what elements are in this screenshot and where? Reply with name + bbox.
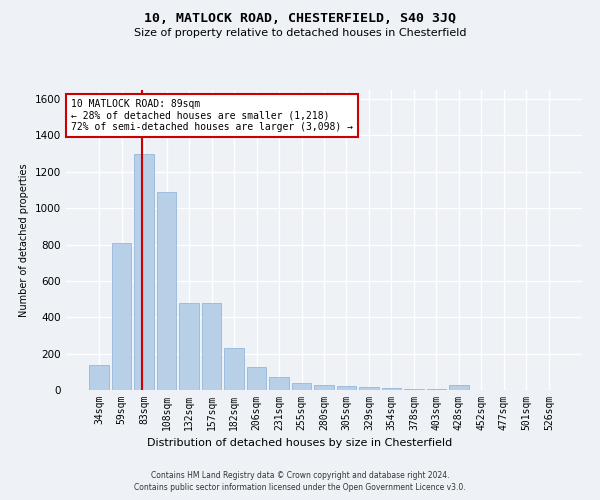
Bar [112, 242, 131, 390]
Bar [382, 388, 401, 390]
Bar [404, 389, 424, 390]
Bar [202, 302, 221, 390]
Bar [292, 382, 311, 390]
Text: Size of property relative to detached houses in Chesterfield: Size of property relative to detached ho… [134, 28, 466, 38]
Text: 10, MATLOCK ROAD, CHESTERFIELD, S40 3JQ: 10, MATLOCK ROAD, CHESTERFIELD, S40 3JQ [144, 12, 456, 26]
Bar [427, 389, 446, 390]
Text: Distribution of detached houses by size in Chesterfield: Distribution of detached houses by size … [148, 438, 452, 448]
Text: Contains public sector information licensed under the Open Government Licence v3: Contains public sector information licen… [134, 484, 466, 492]
Bar [224, 348, 244, 390]
Bar [89, 364, 109, 390]
Bar [269, 378, 289, 390]
Text: 10 MATLOCK ROAD: 89sqm
← 28% of detached houses are smaller (1,218)
72% of semi-: 10 MATLOCK ROAD: 89sqm ← 28% of detached… [71, 99, 353, 132]
Bar [359, 388, 379, 390]
Bar [337, 386, 356, 390]
Bar [449, 386, 469, 390]
Y-axis label: Number of detached properties: Number of detached properties [19, 163, 29, 317]
Bar [179, 302, 199, 390]
Bar [247, 368, 266, 390]
Bar [134, 154, 154, 390]
Bar [314, 386, 334, 390]
Bar [157, 192, 176, 390]
Text: Contains HM Land Registry data © Crown copyright and database right 2024.: Contains HM Land Registry data © Crown c… [151, 471, 449, 480]
